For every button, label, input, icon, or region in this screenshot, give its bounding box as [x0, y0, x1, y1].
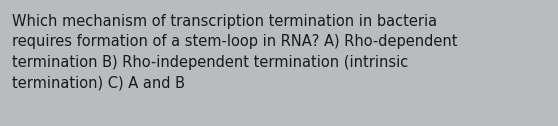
Text: Which mechanism of transcription termination in bacteria
requires formation of a: Which mechanism of transcription termina… — [12, 14, 458, 90]
